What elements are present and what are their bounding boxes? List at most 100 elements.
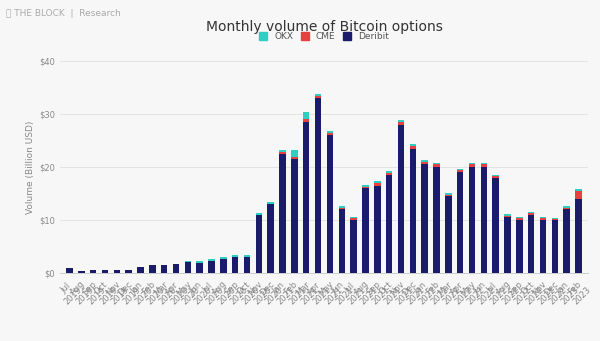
Bar <box>173 264 179 273</box>
Bar <box>220 257 227 259</box>
Bar <box>102 270 108 273</box>
Bar <box>208 258 215 261</box>
Bar <box>528 213 535 215</box>
Bar <box>563 206 570 208</box>
Bar <box>315 94 322 96</box>
Bar <box>493 175 499 176</box>
Bar <box>161 265 167 273</box>
Bar <box>433 167 440 273</box>
Bar <box>516 220 523 273</box>
Bar <box>469 164 475 167</box>
Bar <box>421 164 428 273</box>
Bar <box>374 183 380 186</box>
Bar <box>386 173 392 175</box>
Bar <box>457 172 463 273</box>
Bar <box>90 270 97 273</box>
Bar <box>185 262 191 273</box>
Bar <box>410 149 416 273</box>
Bar <box>540 217 546 218</box>
Bar <box>410 147 416 149</box>
Bar <box>362 185 368 187</box>
Bar <box>398 120 404 122</box>
Bar <box>504 216 511 217</box>
Bar <box>398 122 404 125</box>
Bar <box>551 219 558 220</box>
Bar <box>469 163 475 164</box>
Bar <box>149 265 155 273</box>
Bar <box>374 186 380 273</box>
Bar <box>445 193 452 195</box>
Bar <box>66 268 73 273</box>
Bar <box>540 220 546 273</box>
Bar <box>280 154 286 273</box>
Bar <box>326 133 333 135</box>
Bar <box>516 217 523 218</box>
Bar <box>256 212 262 215</box>
Text: Ⓕ THE BLOCK  |  Research: Ⓕ THE BLOCK | Research <box>6 9 121 17</box>
Bar <box>528 215 535 273</box>
Bar <box>493 178 499 273</box>
Bar <box>291 157 298 159</box>
Bar <box>540 218 546 220</box>
Bar <box>326 135 333 273</box>
Bar <box>113 270 120 273</box>
Bar <box>551 220 558 273</box>
Bar <box>338 208 345 209</box>
Bar <box>362 187 368 188</box>
Bar <box>315 98 322 273</box>
Bar <box>303 122 310 273</box>
Bar <box>350 218 357 220</box>
Bar <box>350 217 357 218</box>
Bar <box>421 160 428 162</box>
Y-axis label: Volume (Billion USD): Volume (Billion USD) <box>26 120 35 214</box>
Bar <box>303 112 310 119</box>
Bar <box>244 255 250 257</box>
Bar <box>433 163 440 164</box>
Bar <box>575 199 582 273</box>
Bar <box>481 167 487 273</box>
Bar <box>268 202 274 204</box>
Bar <box>551 218 558 219</box>
Bar <box>410 144 416 147</box>
Bar <box>185 261 191 262</box>
Bar <box>232 255 238 257</box>
Bar <box>575 189 582 191</box>
Bar <box>338 209 345 273</box>
Bar <box>196 262 203 263</box>
Bar <box>78 271 85 273</box>
Bar <box>315 96 322 98</box>
Bar <box>338 206 345 208</box>
Bar <box>232 257 238 273</box>
Bar <box>563 209 570 273</box>
Bar <box>493 176 499 178</box>
Bar <box>469 167 475 273</box>
Title: Monthly volume of Bitcoin options: Monthly volume of Bitcoin options <box>206 20 442 34</box>
Bar <box>445 195 452 196</box>
Bar <box>398 125 404 273</box>
Bar <box>386 175 392 273</box>
Bar <box>137 267 144 273</box>
Bar <box>504 217 511 273</box>
Bar <box>125 270 132 273</box>
Bar <box>291 150 298 157</box>
Legend: OKX, CME, Deribit: OKX, CME, Deribit <box>259 32 389 41</box>
Bar <box>196 263 203 273</box>
Bar <box>433 164 440 167</box>
Bar <box>504 214 511 216</box>
Bar <box>268 204 274 273</box>
Bar <box>220 259 227 273</box>
Bar <box>326 131 333 133</box>
Bar <box>386 171 392 173</box>
Bar <box>280 152 286 154</box>
Bar <box>280 150 286 152</box>
Bar <box>362 188 368 273</box>
Bar <box>291 159 298 273</box>
Bar <box>208 261 215 273</box>
Bar <box>303 119 310 122</box>
Bar <box>528 212 535 213</box>
Bar <box>457 169 463 170</box>
Bar <box>481 164 487 167</box>
Bar <box>350 220 357 273</box>
Bar <box>575 191 582 199</box>
Bar <box>445 196 452 273</box>
